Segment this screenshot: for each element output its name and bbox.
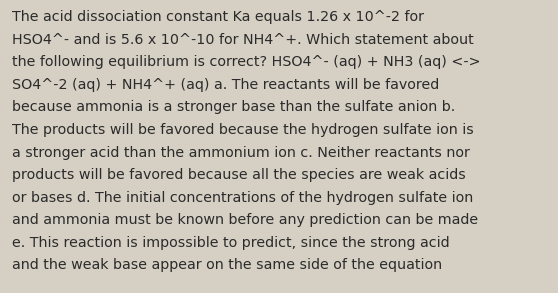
Text: a stronger acid than the ammonium ion c. Neither reactants nor: a stronger acid than the ammonium ion c.… [12, 146, 470, 160]
Text: because ammonia is a stronger base than the sulfate anion b.: because ammonia is a stronger base than … [12, 100, 455, 115]
Text: and the weak base appear on the same side of the equation: and the weak base appear on the same sid… [12, 258, 442, 272]
Text: The products will be favored because the hydrogen sulfate ion is: The products will be favored because the… [12, 123, 474, 137]
Text: products will be favored because all the species are weak acids: products will be favored because all the… [12, 168, 466, 182]
Text: SO4^-2 (aq) + NH4^+ (aq) a. The reactants will be favored: SO4^-2 (aq) + NH4^+ (aq) a. The reactant… [12, 78, 440, 92]
Text: The acid dissociation constant Ka equals 1.26 x 10^-2 for: The acid dissociation constant Ka equals… [12, 10, 424, 24]
Text: the following equilibrium is correct? HSO4^- (aq) + NH3 (aq) <->: the following equilibrium is correct? HS… [12, 55, 481, 69]
Text: and ammonia must be known before any prediction can be made: and ammonia must be known before any pre… [12, 213, 478, 227]
Text: e. This reaction is impossible to predict, since the strong acid: e. This reaction is impossible to predic… [12, 236, 450, 250]
Text: HSO4^- and is 5.6 x 10^-10 for NH4^+. Which statement about: HSO4^- and is 5.6 x 10^-10 for NH4^+. Wh… [12, 33, 474, 47]
Text: or bases d. The initial concentrations of the hydrogen sulfate ion: or bases d. The initial concentrations o… [12, 191, 474, 205]
